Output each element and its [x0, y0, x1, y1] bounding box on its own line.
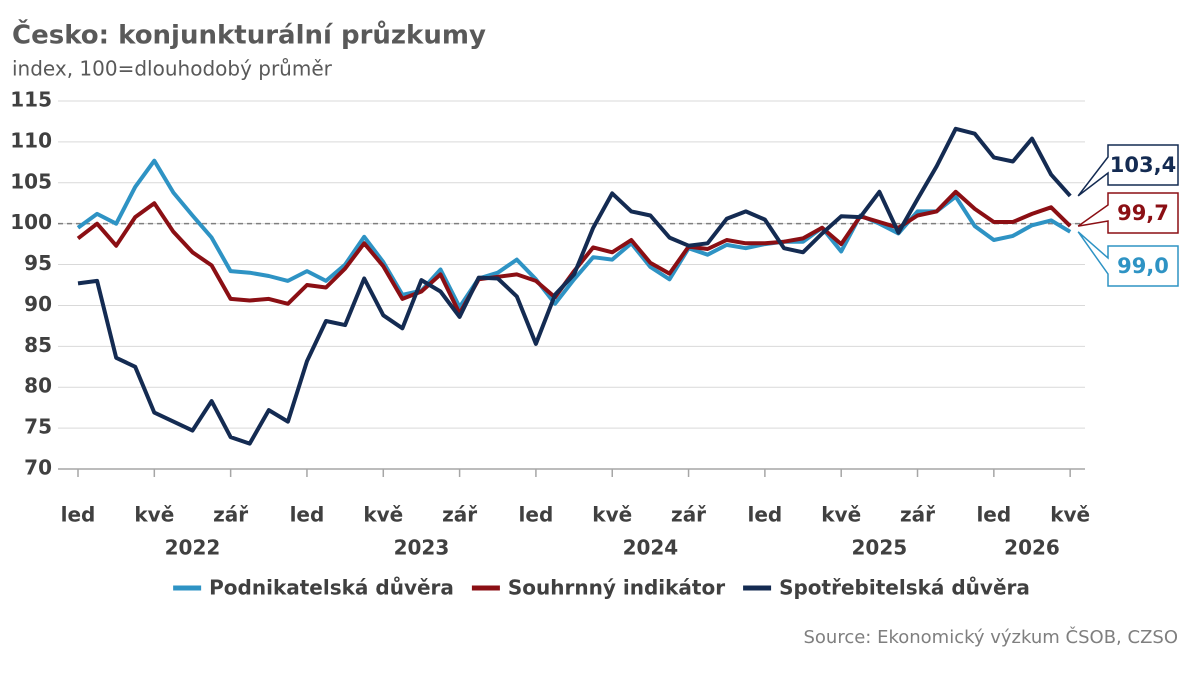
x-group-label: 2024: [623, 536, 679, 560]
callout-box: [1077, 231, 1179, 287]
x-tick-label: led: [519, 503, 554, 527]
y-tick-label: 100: [10, 210, 52, 234]
chart-title: Česko: konjunkturální průzkumy: [12, 19, 486, 51]
value-label: 103,4: [1110, 153, 1176, 177]
series-line: [77, 126, 1072, 446]
x-tick-label: led: [61, 503, 96, 527]
x-tick-label: kvě: [363, 503, 403, 527]
callout-box: [1077, 192, 1179, 234]
x-tick-label: led: [290, 503, 325, 527]
source-note: Source: Ekonomický výzkum ČSOB, CZSO: [803, 626, 1178, 648]
callout-box: [1077, 144, 1179, 197]
y-tick-label: 90: [24, 292, 52, 316]
legend-label: Spotřebitelská důvěra: [779, 576, 1030, 600]
x-tick-label: zář: [900, 503, 935, 527]
y-tick-label: 115: [10, 88, 52, 112]
y-tick-label: 80: [24, 374, 52, 398]
series-line: [76, 158, 1072, 310]
y-tick-label: 105: [10, 169, 52, 193]
y-tick-label: 75: [24, 415, 52, 439]
y-tick-label: 110: [10, 128, 52, 152]
x-tick-label: zář: [442, 503, 477, 527]
x-tick-label: kvě: [592, 503, 632, 527]
x-tick-label: kvě: [821, 503, 861, 527]
chart-subtitle: index, 100=dlouhodobý průměr: [12, 57, 333, 81]
x-tick-label: kvě: [1050, 503, 1090, 527]
x-tick-label: kvě: [134, 503, 174, 527]
x-tick-label: zář: [671, 503, 706, 527]
legend-label: Souhrnný indikátor: [508, 576, 725, 600]
y-tick-label: 85: [24, 333, 52, 357]
value-label: 99,0: [1117, 254, 1169, 278]
legend-label: Podnikatelská důvěra: [209, 576, 454, 600]
y-tick-label: 70: [24, 456, 52, 480]
x-group-label: 2025: [852, 536, 908, 560]
value-label: 99,7: [1117, 201, 1169, 225]
x-group-label: 2022: [165, 536, 221, 560]
x-group-label: 2023: [394, 536, 450, 560]
x-tick-label: led: [976, 503, 1011, 527]
y-tick-label: 95: [24, 251, 52, 275]
x-group-label: 2026: [1004, 536, 1060, 560]
x-tick-label: zář: [213, 503, 248, 527]
legend: Podnikatelská důvěra Souhrnný indikátor Sp…: [173, 576, 1030, 600]
x-tick-label: led: [748, 503, 783, 527]
